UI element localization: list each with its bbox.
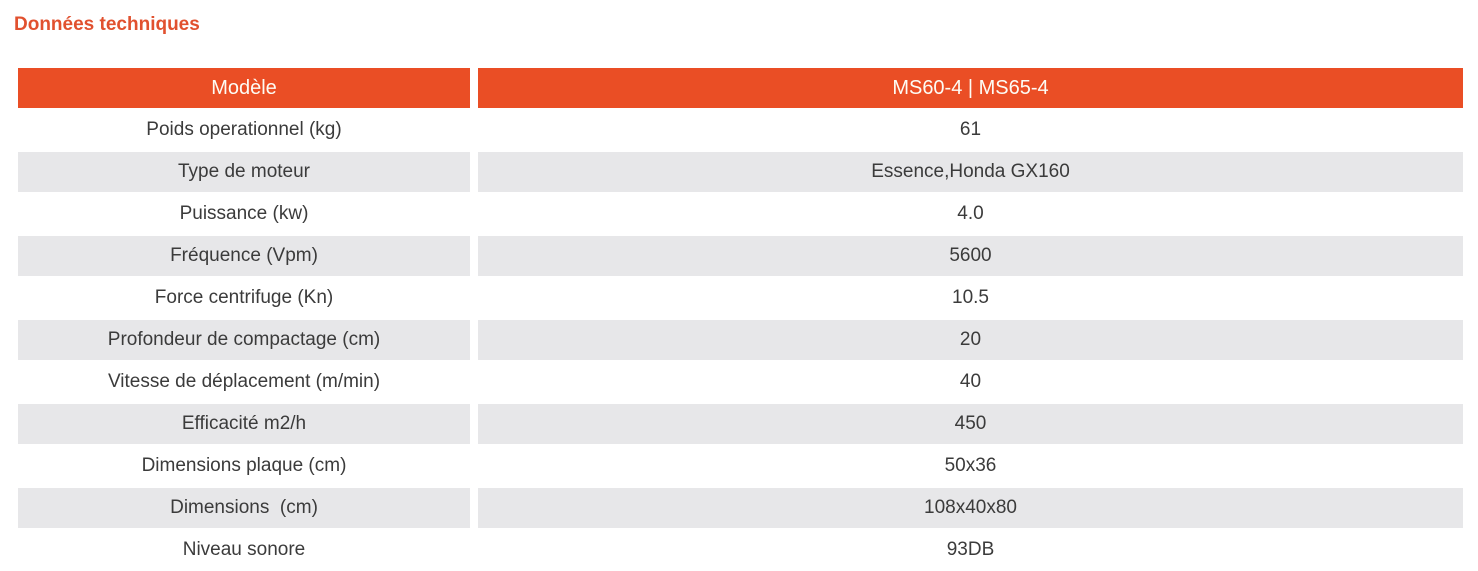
table-row: Force centrifuge (Kn) 10.5 — [18, 278, 1463, 318]
spec-value-cell: 5600 — [478, 236, 1463, 276]
table-row: Dimensions plaque (cm) 50x36 — [18, 446, 1463, 486]
spec-value-cell: 61 — [478, 110, 1463, 150]
spec-label-cell: Vitesse de déplacement (m/min) — [18, 362, 470, 402]
table-row: Profondeur de compactage (cm) 20 — [18, 320, 1463, 360]
spec-value-cell: 40 — [478, 362, 1463, 402]
table-row: Type de moteur Essence,Honda GX160 — [18, 152, 1463, 192]
spec-label-cell: Profondeur de compactage (cm) — [18, 320, 470, 360]
table-row: Efficacité m2/h 450 — [18, 404, 1463, 444]
table-row: Puissance (kw) 4.0 — [18, 194, 1463, 234]
spec-value-cell: 50x36 — [478, 446, 1463, 486]
table-row: Vitesse de déplacement (m/min) 40 — [18, 362, 1463, 402]
table-row: Poids operationnel (kg) 61 — [18, 110, 1463, 150]
spec-value-cell: 108x40x80 — [478, 488, 1463, 528]
spec-value-cell: Essence,Honda GX160 — [478, 152, 1463, 192]
spec-label-cell: Dimensions (cm) — [18, 488, 470, 528]
spec-label-cell: Type de moteur — [18, 152, 470, 192]
header-model-value-cell: MS60-4 | MS65-4 — [478, 68, 1463, 108]
spec-label-cell: Poids operationnel (kg) — [18, 110, 470, 150]
spec-value-cell: 4.0 — [478, 194, 1463, 234]
spec-value-cell: 450 — [478, 404, 1463, 444]
spec-value-cell: 20 — [478, 320, 1463, 360]
spec-label-cell: Fréquence (Vpm) — [18, 236, 470, 276]
header-model-cell: Modèle — [18, 68, 470, 108]
spec-value-cell: 10.5 — [478, 278, 1463, 318]
table-row: Fréquence (Vpm) 5600 — [18, 236, 1463, 276]
table-row: Dimensions (cm) 108x40x80 — [18, 488, 1463, 528]
spec-label-cell: Puissance (kw) — [18, 194, 470, 234]
spec-label-cell: Force centrifuge (Kn) — [18, 278, 470, 318]
table-row: Niveau sonore 93DB — [18, 530, 1463, 570]
table-header-row: Modèle MS60-4 | MS65-4 — [18, 68, 1463, 108]
spec-table: Modèle MS60-4 | MS65-4 Poids operationne… — [10, 66, 1471, 571]
spec-label-cell: Dimensions plaque (cm) — [18, 446, 470, 486]
spec-label-cell: Efficacité m2/h — [18, 404, 470, 444]
spec-value-cell: 93DB — [478, 530, 1463, 570]
spec-label-cell: Niveau sonore — [18, 530, 470, 570]
page-title: Données techniques — [14, 14, 200, 35]
